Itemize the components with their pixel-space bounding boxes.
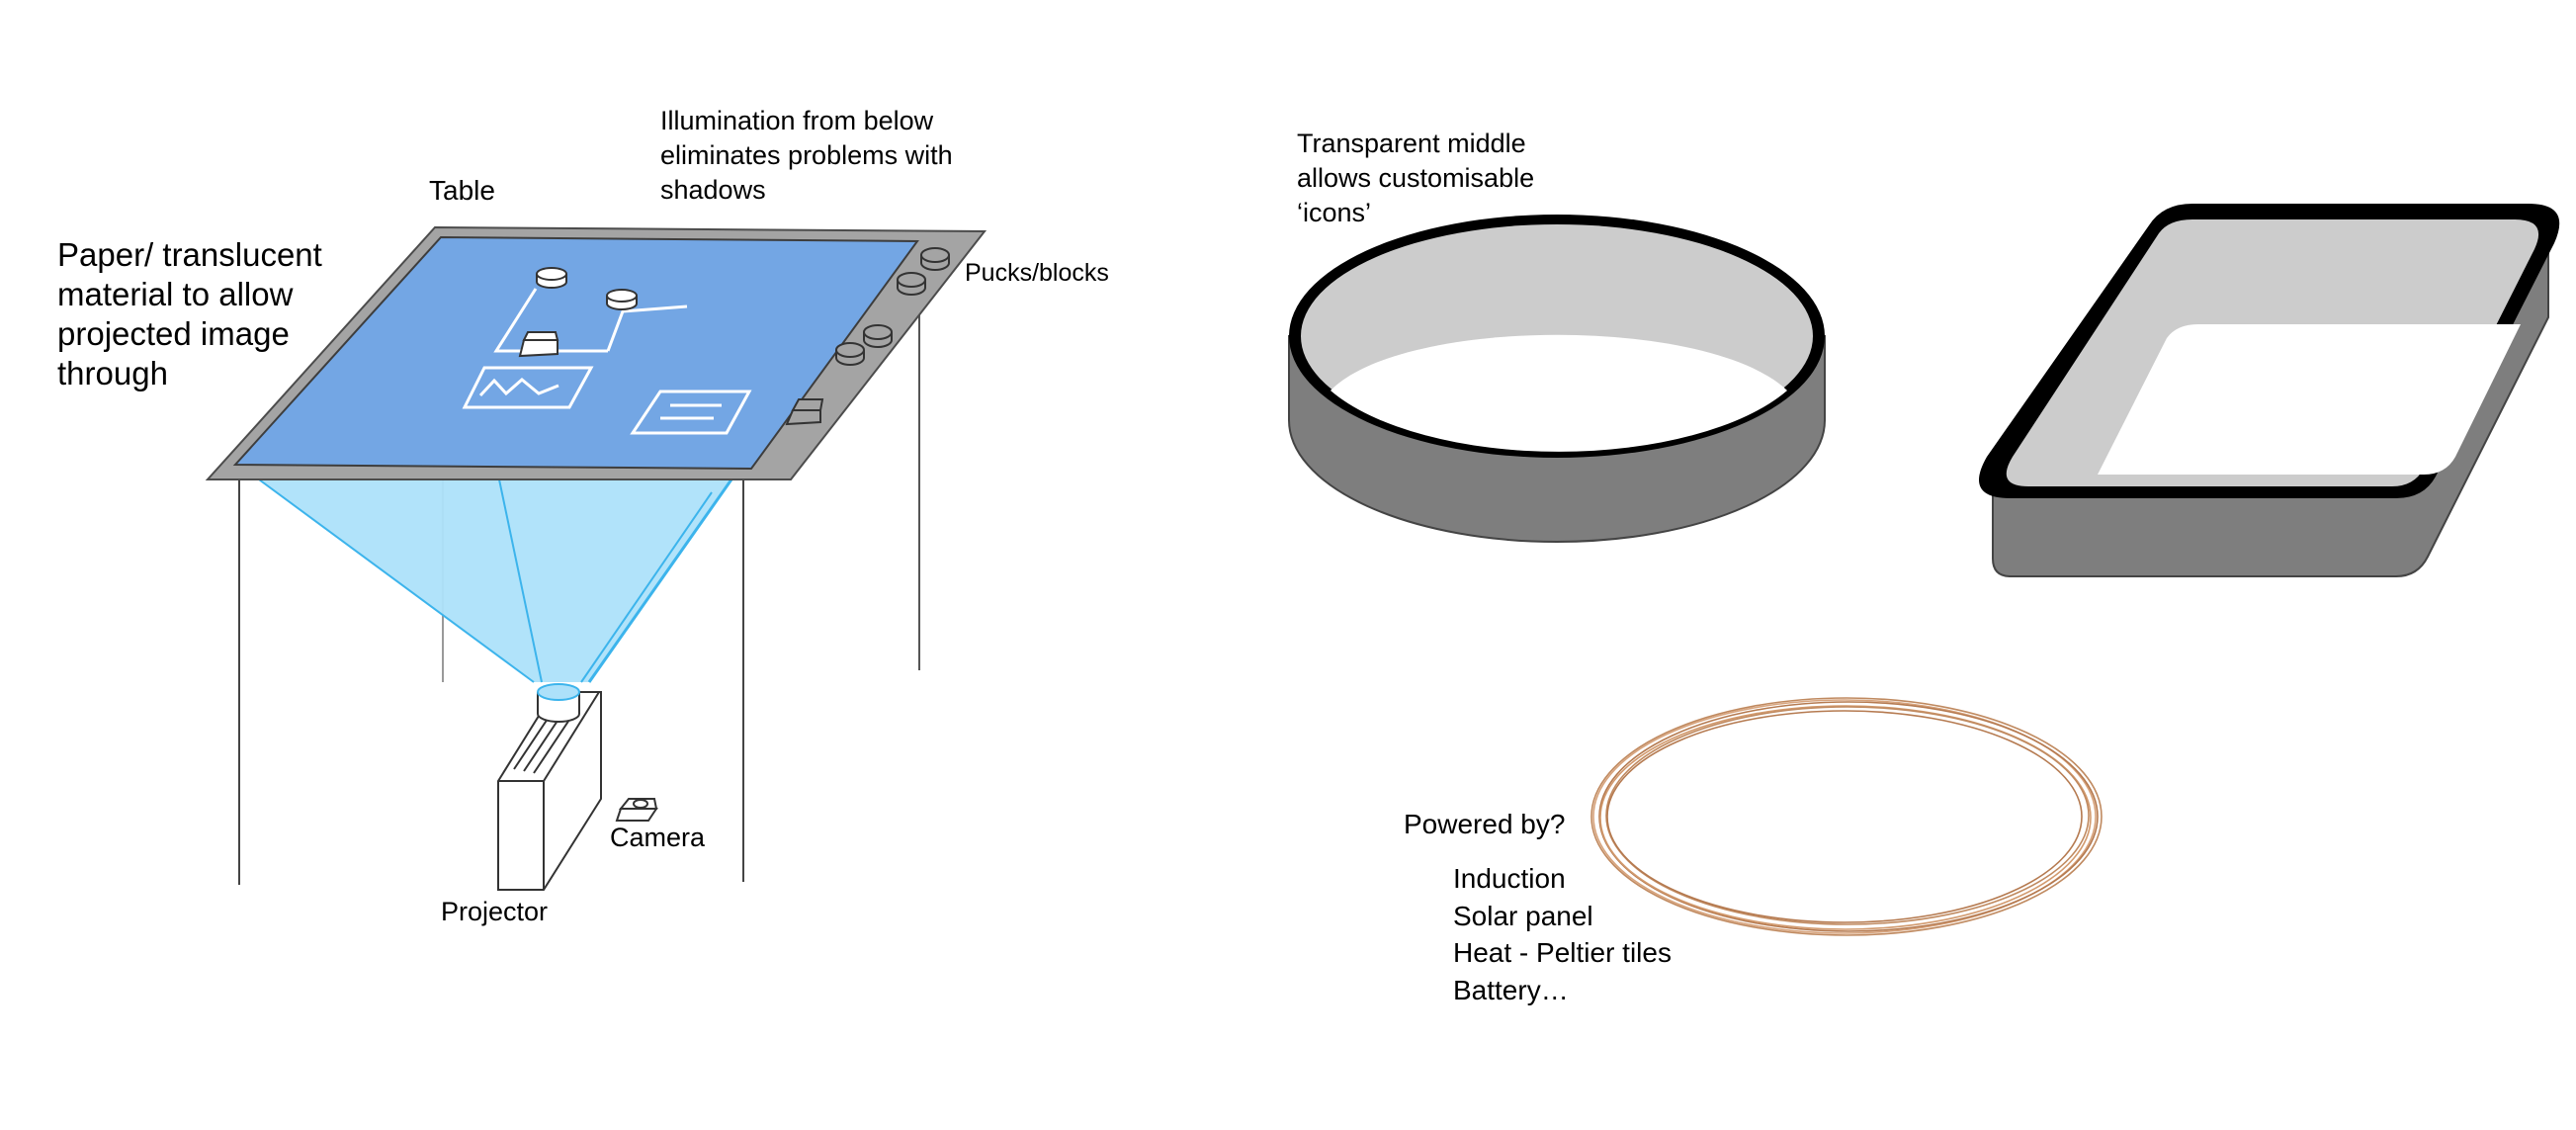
projection-cone bbox=[258, 478, 733, 683]
round-puck-shape bbox=[1288, 215, 1826, 543]
label-pucks: Pucks/blocks bbox=[965, 259, 1109, 287]
edge-puck-1 bbox=[920, 247, 950, 271]
surface-puck-2 bbox=[606, 289, 638, 310]
label-table: Table bbox=[429, 175, 495, 206]
label-transparent-line-1: Transparent middle bbox=[1297, 129, 1526, 158]
label-transparent-line-3: ‘icons’ bbox=[1297, 198, 1372, 227]
label-powered-by: Powered by? bbox=[1404, 809, 1566, 839]
label-paper-line-4: through bbox=[57, 355, 168, 391]
label-illumination-line-3: shadows bbox=[660, 175, 766, 205]
square-puck-shape bbox=[1979, 204, 2560, 577]
table-surface bbox=[232, 235, 919, 471]
power-option-induction: Induction bbox=[1453, 863, 1566, 894]
power-options-list: Induction Solar panel Heat - Peltier til… bbox=[1453, 860, 1672, 1008]
projector-icon bbox=[497, 683, 602, 891]
edge-puck-2 bbox=[897, 272, 926, 296]
label-paper: Paper/ translucent material to allow pro… bbox=[57, 235, 322, 393]
power-option-heat: Heat - Peltier tiles bbox=[1453, 937, 1672, 968]
edge-pucks bbox=[785, 247, 950, 426]
label-illumination-line-1: Illumination from below bbox=[660, 106, 934, 135]
surface-puck-1 bbox=[536, 267, 567, 289]
edge-puck-3 bbox=[863, 324, 893, 348]
camera-icon bbox=[615, 798, 658, 822]
induction-coil-icon bbox=[1590, 697, 2103, 936]
label-projector: Projector bbox=[441, 897, 549, 926]
label-transparent-line-2: allows customisable bbox=[1297, 163, 1535, 193]
label-camera: Camera bbox=[610, 823, 706, 852]
label-transparent: Transparent middle allows customisable ‘… bbox=[1297, 127, 1534, 230]
label-illumination: Illumination from below eliminates probl… bbox=[660, 104, 953, 208]
label-paper-line-2: material to allow bbox=[57, 276, 294, 312]
power-option-solar: Solar panel bbox=[1453, 900, 1593, 931]
label-paper-line-3: projected image bbox=[57, 315, 290, 352]
edge-puck-4 bbox=[835, 342, 865, 366]
table-assembly bbox=[205, 225, 987, 885]
label-illumination-line-2: eliminates problems with bbox=[660, 140, 953, 170]
power-option-battery: Battery… bbox=[1453, 974, 1569, 1005]
surface-sketch bbox=[462, 288, 752, 435]
surface-block bbox=[518, 331, 559, 358]
edge-block bbox=[785, 398, 824, 426]
label-paper-line-1: Paper/ translucent bbox=[57, 236, 322, 273]
projector-lens bbox=[537, 683, 580, 701]
